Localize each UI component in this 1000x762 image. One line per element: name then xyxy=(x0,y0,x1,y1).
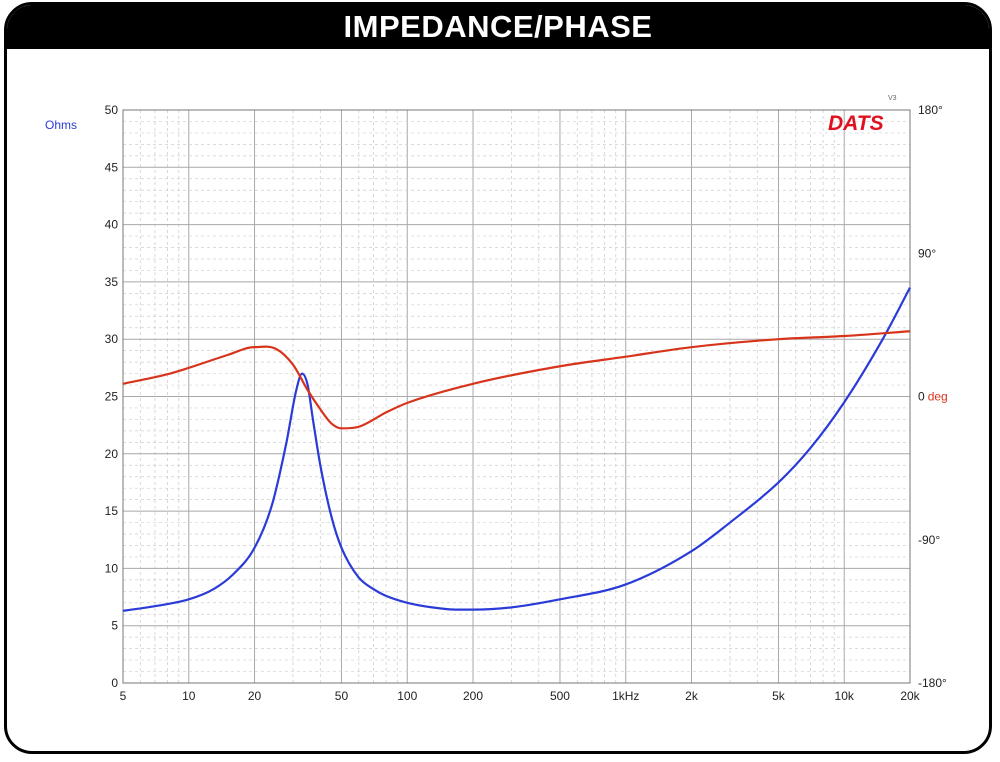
chart-frame: IMPEDANCE/PHASE xyxy=(4,2,992,754)
x-tick-label: 1kHz xyxy=(612,689,639,703)
x-tick-label: 500 xyxy=(550,689,570,703)
y-left-tick-label: 50 xyxy=(105,103,119,117)
y-left-tick-label: 5 xyxy=(111,619,118,633)
brand-logo: DATS xyxy=(828,112,884,135)
chart-title: IMPEDANCE/PHASE xyxy=(7,5,989,49)
series-layer xyxy=(122,287,911,612)
y-left-tick-label: 25 xyxy=(105,390,119,404)
x-tick-label: 200 xyxy=(463,689,483,703)
y-right-tick-label: 90° xyxy=(918,246,936,260)
y-left-tick-label: 35 xyxy=(105,275,119,289)
y-left-tick-label: 15 xyxy=(105,504,119,518)
y-left-tick-label: 10 xyxy=(105,561,119,575)
grid xyxy=(122,109,911,684)
x-tick-label: 5k xyxy=(772,689,786,703)
y-left-axis-label: Ohms xyxy=(45,118,77,132)
x-tick-label: 20 xyxy=(248,689,262,703)
y-left-tick-label: 20 xyxy=(105,447,119,461)
x-tick-label: 20k xyxy=(900,689,920,703)
y-left-tick-label: 0 xyxy=(111,676,118,690)
x-tick-label: 10k xyxy=(835,689,855,703)
y-right-tick-label: 180° xyxy=(918,103,943,117)
y-right-tick-label: 0 deg xyxy=(918,390,948,404)
axis-labels: 5 10 20 50 100 200 500 1kHz 2k 5k 10k 20k0510152025… xyxy=(105,103,948,703)
plot-border xyxy=(122,109,911,684)
x-tick-label: 2k xyxy=(685,689,699,703)
x-tick-label: 50 xyxy=(335,689,349,703)
y-right-unit-label: deg xyxy=(928,390,948,404)
y-right-tick-label: -90° xyxy=(918,533,940,547)
y-left-tick-label: 40 xyxy=(105,218,119,232)
y-left-tick-label: 30 xyxy=(105,332,119,346)
y-left-tick-label: 45 xyxy=(105,160,119,174)
x-tick-label: 100 xyxy=(397,689,417,703)
y-right-tick-label: -180° xyxy=(918,676,947,690)
x-tick-label: 5 xyxy=(120,689,127,703)
brand-version: V3 xyxy=(888,95,897,102)
x-tick-label: 10 xyxy=(182,689,196,703)
phase-series-line xyxy=(122,330,911,430)
impedance-series-line xyxy=(122,287,911,612)
